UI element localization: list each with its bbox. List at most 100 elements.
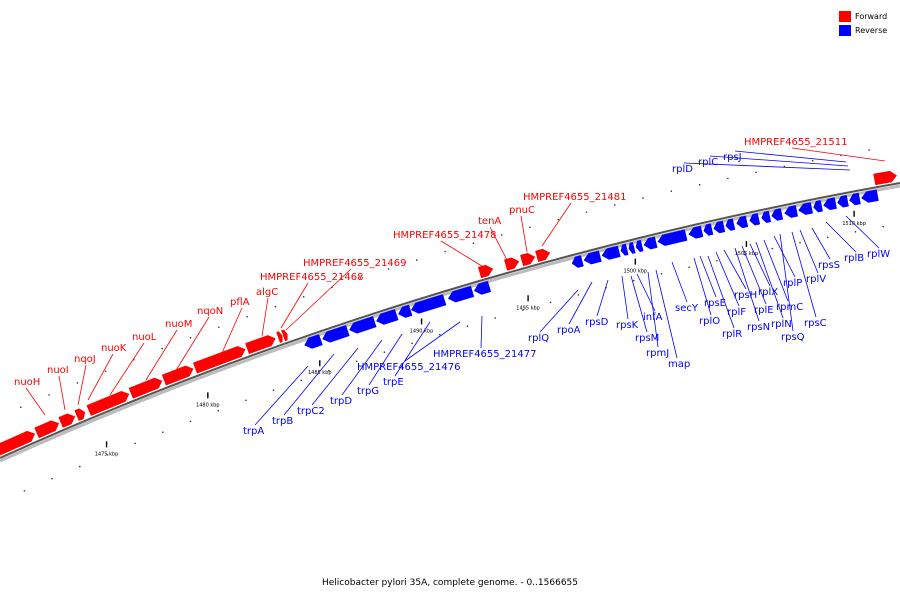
legend-forward: Forward — [839, 9, 887, 23]
minor-tick-below — [716, 259, 718, 262]
legend-forward-label: Forward — [855, 11, 888, 21]
reverse-label-line — [630, 275, 648, 333]
forward-label-line — [58, 375, 66, 411]
reverse-gene-label: rpsS — [818, 260, 840, 271]
reverse-gene-arrow — [725, 218, 736, 231]
reverse-gene-label: rpoA — [557, 325, 581, 336]
forward-swatch — [839, 10, 851, 22]
reverse-gene-label: rpsQ — [781, 332, 805, 343]
minor-tick-above — [161, 347, 164, 350]
reverse-gene-arrow — [304, 334, 323, 349]
reverse-gene-label: rplB — [844, 253, 864, 264]
reverse-label-line — [621, 275, 629, 320]
forward-label-line — [217, 307, 243, 363]
tick-label: 1480 kbp — [196, 402, 220, 408]
minor-tick-below — [328, 369, 330, 372]
minor-tick-below — [300, 379, 303, 382]
minor-tick-above — [613, 204, 616, 206]
reverse-label-line — [779, 233, 794, 332]
reverse-gene-label: HMPREF4655_21476 — [357, 362, 460, 373]
reverse-label-line — [845, 215, 880, 249]
minor-tick-below — [23, 490, 26, 492]
reverse-gene-arrow — [411, 294, 447, 314]
forward-label-line — [174, 316, 210, 373]
reverse-label-line — [283, 353, 335, 416]
legend-reverse-label: Reverse — [855, 25, 888, 35]
minor-tick-above — [416, 259, 418, 261]
reverse-gene-arrow — [688, 225, 704, 239]
reverse-gene-arrow — [823, 197, 837, 211]
legend: Forward Reverse — [839, 9, 887, 37]
forward-label-line — [541, 202, 572, 247]
minor-tick-above — [811, 159, 814, 162]
minor-tick-below — [466, 325, 469, 328]
minor-tick-above — [387, 268, 390, 270]
minor-tick-below — [411, 342, 413, 345]
reverse-gene-label: trpG — [357, 386, 379, 397]
minor-tick-above — [585, 211, 588, 213]
minor-tick-above — [48, 394, 50, 396]
forward-label-line — [489, 226, 509, 263]
reverse-gene-label: rplX — [758, 287, 778, 298]
reverse-gene-label: rpsN — [747, 322, 770, 333]
reverse-gene-label: trpC2 — [297, 406, 325, 417]
minor-tick-above — [755, 171, 757, 174]
reverse-gene-arrow — [771, 208, 784, 221]
minor-tick-below — [771, 247, 774, 250]
forward-label-line — [87, 353, 114, 401]
minor-tick-above — [500, 234, 503, 236]
forward-gene-arrow — [276, 331, 283, 343]
tick-label: 1500 kbp — [624, 269, 648, 275]
minor-tick-above — [727, 177, 729, 180]
forward-gene-label: nuoI — [47, 365, 69, 376]
reverse-gene-label: rplF — [727, 307, 746, 318]
reverse-gene-label: trpB — [272, 416, 293, 427]
forward-gene-label: HMPREF4655_21481 — [523, 192, 626, 203]
forward-gene-label: HMPREF4655_21469 — [303, 258, 406, 269]
forward-label-line — [261, 297, 269, 337]
reverse-label-line — [734, 150, 847, 163]
forward-label-line — [109, 342, 145, 396]
reverse-gene-label: infA — [643, 312, 663, 323]
reverse-label-line — [683, 162, 851, 171]
forward-gene-label: nuoM — [165, 319, 192, 330]
minor-tick-below — [660, 272, 663, 275]
forward-gene-label: HMPREF4655_21511 — [744, 137, 847, 148]
tick-label: 1495 kbp — [516, 305, 540, 311]
reverse-swatch — [839, 24, 851, 36]
minor-tick-below — [632, 279, 635, 282]
minor-tick-below — [494, 317, 496, 319]
minor-tick-above — [472, 242, 475, 244]
reverse-label-line — [596, 279, 609, 317]
reverse-label-line — [341, 339, 383, 396]
minor-tick-below — [438, 333, 441, 336]
reverse-gene-arrow — [601, 245, 621, 260]
reverse-label-line — [404, 321, 461, 362]
forward-gene-arrow — [873, 170, 897, 186]
tick-label: 1505 kbp — [735, 251, 759, 257]
reverse-label-line — [715, 251, 740, 307]
reverse-gene-label: rplV — [806, 274, 826, 285]
minor-tick-above — [698, 183, 701, 186]
reverse-label-line — [763, 239, 789, 302]
forward-gene-arrow — [245, 335, 276, 355]
reverse-gene-arrow — [798, 202, 813, 215]
forward-label-line — [280, 282, 309, 329]
minor-tick-below — [162, 431, 164, 434]
minor-tick-below — [854, 231, 857, 233]
reverse-gene-label: secY — [675, 303, 699, 314]
forward-gene-label: pnuC — [509, 205, 535, 216]
reverse-gene-label: rplN — [771, 319, 792, 330]
minor-tick-below — [826, 236, 829, 239]
minor-tick-above — [19, 406, 22, 408]
tick-label: 1490 kbp — [410, 328, 434, 334]
forward-gene-arrow — [128, 377, 163, 399]
reverse-label-line — [773, 235, 796, 278]
forward-gene-label: nuoH — [14, 377, 40, 388]
reverse-gene-arrow — [447, 285, 475, 303]
minor-tick-below — [78, 465, 81, 468]
minor-tick-above — [557, 218, 560, 221]
reverse-label-line — [825, 221, 857, 253]
tick-label: 1485 kbp — [308, 370, 332, 376]
reverse-label-line — [699, 255, 717, 298]
